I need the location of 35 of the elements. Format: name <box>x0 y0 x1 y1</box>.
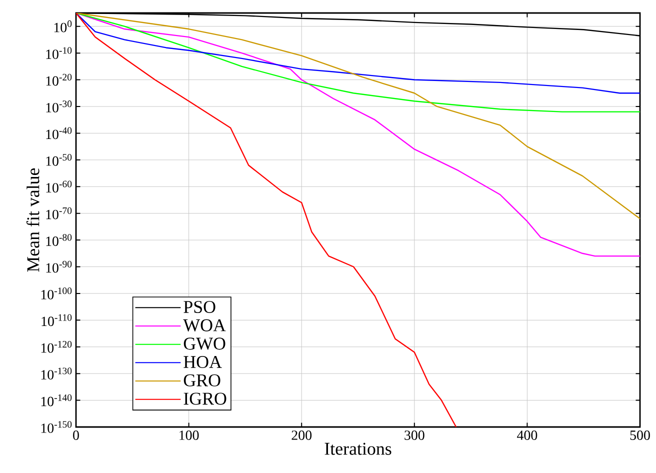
y-tick-label: 10$^{-10}$ <box>46 47 72 59</box>
legend-label: HOA <box>184 356 222 368</box>
y-tick-label: 10$^{-30}$ <box>46 100 72 112</box>
y-tick-label: 10$^{-90}$ <box>46 260 72 273</box>
y-tick-label: 10$^{-20}$ <box>46 74 72 86</box>
y-tick-label: 10$^{-150}$ <box>41 421 72 433</box>
x-tick-label: 200 <box>292 430 312 440</box>
line-series <box>76 13 640 220</box>
y-tick-label: 10$^{-130}$ <box>41 368 72 380</box>
y-axis-title: Mean fit value <box>26 168 40 272</box>
y-tick-label: 10$^{-80}$ <box>46 234 72 246</box>
x-tick-label: 100 <box>180 430 199 440</box>
line-series <box>76 13 640 94</box>
legend-label: WOA <box>183 319 226 332</box>
y-tick-label: 10$^{-50}$ <box>46 154 72 166</box>
y-tick-label: 10$^{-120}$ <box>41 340 72 353</box>
y-tick-label: 10$^{0}$ <box>54 20 72 32</box>
y-tick-label: 10$^{-100}$ <box>41 288 72 300</box>
legend-label: PSO <box>184 300 216 313</box>
legend-label: GWO <box>184 338 226 350</box>
y-tick-label: 10$^{-70}$ <box>46 207 72 220</box>
legend-label: IGRO <box>184 392 226 405</box>
x-tick-label: 0 <box>73 430 79 440</box>
y-tick-label: 10$^{-140}$ <box>41 394 72 406</box>
x-tick-label: 400 <box>517 430 538 440</box>
x-axis-title: Iterations <box>324 442 392 455</box>
x-tick-label: 500 <box>630 430 650 440</box>
line-series <box>76 13 640 112</box>
y-tick-label: 10$^{-40}$ <box>46 127 72 140</box>
y-tick-label: 10$^{-60}$ <box>46 180 72 193</box>
line-series <box>76 13 640 257</box>
line-series <box>76 13 457 428</box>
y-tick-label: 10$^{-110}$ <box>42 314 72 326</box>
legend-label: GRO <box>184 374 220 386</box>
x-tick-label: 300 <box>404 430 424 440</box>
